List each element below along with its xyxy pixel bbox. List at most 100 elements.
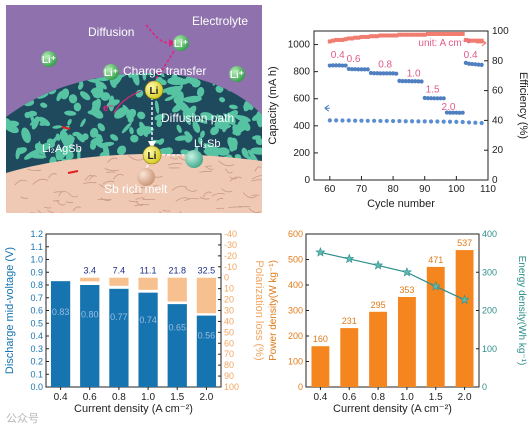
efficiency-point — [384, 33, 389, 38]
porous-grain — [6, 117, 12, 126]
efficiency-point — [419, 32, 424, 37]
porous-grain — [200, 130, 205, 139]
porous-grain — [198, 137, 203, 145]
porous-grain — [227, 137, 238, 151]
svg-text:Li: Li — [148, 151, 157, 162]
voltage-x-tick-label: 0.4 — [54, 392, 68, 403]
svg-text:Li⁺: Li⁺ — [42, 55, 56, 66]
capacity-point — [406, 79, 412, 84]
capacity-low-point — [466, 120, 472, 125]
electron-label: e⁻ — [103, 103, 114, 114]
efficiency-point — [327, 39, 332, 44]
porous-grain — [21, 127, 31, 144]
melt-grain-line — [206, 166, 214, 170]
loss-value-label: 7.4 — [113, 266, 126, 276]
capacity-point — [390, 71, 396, 76]
efficiency-point — [375, 34, 380, 39]
capacity-low-point — [403, 119, 408, 124]
voltage-y-tick-label: 1.0 — [30, 255, 43, 265]
power-bar — [455, 250, 474, 387]
porous-grain — [160, 86, 178, 94]
porous-grain — [143, 73, 153, 76]
porous-grain — [122, 104, 131, 114]
watermark: 公众号 — [6, 412, 39, 425]
li-ion-3: Li⁺ — [103, 64, 119, 80]
capacity-point — [381, 71, 386, 76]
power-value-label: 160 — [313, 334, 328, 344]
porous-grain — [175, 91, 184, 107]
porous-grain — [154, 113, 165, 121]
capacity-point — [346, 66, 351, 72]
voltage-y2-axis-label: Polarization loss (%) — [253, 260, 265, 360]
capacity-low-point — [390, 118, 396, 124]
cycling-y-tick-label: 0 — [304, 175, 310, 186]
porous-grain — [235, 120, 242, 136]
efficiency-point — [346, 36, 351, 41]
porous-grain — [188, 111, 197, 118]
capacity-point — [447, 110, 453, 115]
porous-grain — [96, 142, 107, 149]
cycling-y-tick-label: 400 — [293, 121, 310, 132]
energy-density-point — [459, 294, 470, 305]
efficiency-point — [473, 38, 478, 43]
red-arrow-1 — [61, 126, 71, 130]
porous-grain — [75, 131, 85, 143]
porous-grain — [135, 89, 144, 98]
porous-grain — [61, 144, 74, 153]
porous-grain — [167, 76, 185, 86]
melt-grain-line — [20, 196, 29, 199]
efficiency-point — [356, 35, 361, 40]
melt-grain-line — [242, 192, 257, 199]
loss-value-label: 32.5 — [198, 266, 216, 276]
li3sb-label: Li₃Sb — [194, 138, 221, 150]
power-x-tick-label: 2.0 — [458, 392, 472, 403]
melt-grain-line — [107, 157, 118, 163]
porous-grain — [172, 103, 183, 113]
capacity-point — [463, 60, 468, 65]
power-chart-panel: 160 0.4 231 0.6 295 0.8 353 1.0 471 1.5 537 2.0 0 100… — [265, 222, 530, 417]
capacity-point — [473, 62, 478, 67]
voltage-y-tick-label: 0.9 — [30, 267, 43, 277]
capacity-point — [334, 63, 339, 68]
power-y-axis-label: Power density(W kg⁻¹) — [268, 260, 279, 361]
efficiency-point — [425, 31, 430, 36]
capacity-point — [378, 71, 383, 76]
sb-rich-melt-label: Sb rich melt — [104, 182, 168, 196]
melt-grain-line — [113, 173, 124, 180]
voltage-bar — [50, 281, 71, 387]
voltage-y2-tick-label: 30 — [224, 306, 234, 316]
capacity-point — [454, 110, 459, 115]
power-value-label: 353 — [399, 285, 414, 295]
porous-grain — [31, 116, 40, 130]
power-y2-tick-label: 0 — [482, 382, 487, 392]
porous-grain — [64, 110, 77, 116]
voltage-bar — [196, 315, 217, 387]
power-x-tick-label: 0.8 — [371, 392, 385, 403]
cycling-x-tick-label: 70 — [356, 184, 368, 195]
voltage-y-tick-label: 0.6 — [30, 306, 43, 316]
capacity-low-point — [384, 118, 389, 124]
melt-grain-line — [170, 156, 178, 160]
efficiency-point — [463, 37, 468, 42]
porous-grain — [60, 88, 70, 100]
melt-grain-line — [204, 165, 212, 168]
svg-text:Li⁺: Li⁺ — [104, 68, 118, 79]
melt-grain-line — [106, 171, 116, 174]
porous-grain — [192, 121, 201, 133]
rate-label: 0.4 — [464, 50, 478, 61]
efficiency-point — [413, 32, 418, 37]
diffusion-path-arrow-head — [148, 141, 156, 149]
porous-grain — [255, 137, 262, 146]
porous-grain — [127, 73, 138, 78]
electrolyte-label: Electrolyte — [192, 14, 248, 28]
voltage-y-axis-label: Discharge mid-voltage (V) — [4, 247, 16, 374]
porous-grain — [130, 134, 139, 143]
porous-grain — [136, 129, 144, 137]
capacity-point — [479, 62, 484, 67]
porous-grain — [121, 122, 132, 134]
melt-grain-line — [167, 163, 182, 166]
capacity-point — [435, 96, 440, 101]
melt-grain-line — [179, 211, 189, 213]
porous-grain — [87, 109, 101, 115]
porous-grain — [65, 136, 75, 145]
